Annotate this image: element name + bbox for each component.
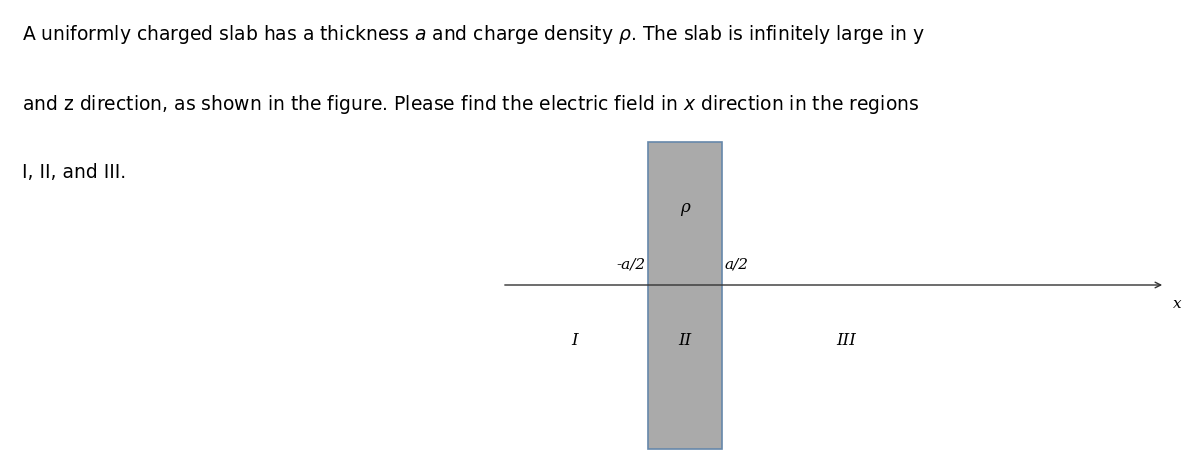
- Text: -a/2: -a/2: [617, 258, 646, 272]
- Text: II: II: [678, 332, 691, 349]
- Text: a/2: a/2: [724, 258, 748, 272]
- Bar: [648, 143, 722, 449]
- Text: and z direction, as shown in the figure. Please find the electric field in $x$ d: and z direction, as shown in the figure.…: [22, 92, 919, 115]
- Text: I, II, and III.: I, II, and III.: [22, 162, 126, 181]
- Text: III: III: [836, 332, 856, 349]
- Text: ρ: ρ: [680, 198, 690, 216]
- Text: A uniformly charged slab has a thickness $a$ and charge density $\rho$. The slab: A uniformly charged slab has a thickness…: [22, 23, 924, 46]
- Text: x: x: [1172, 296, 1181, 310]
- Text: I: I: [571, 332, 578, 349]
